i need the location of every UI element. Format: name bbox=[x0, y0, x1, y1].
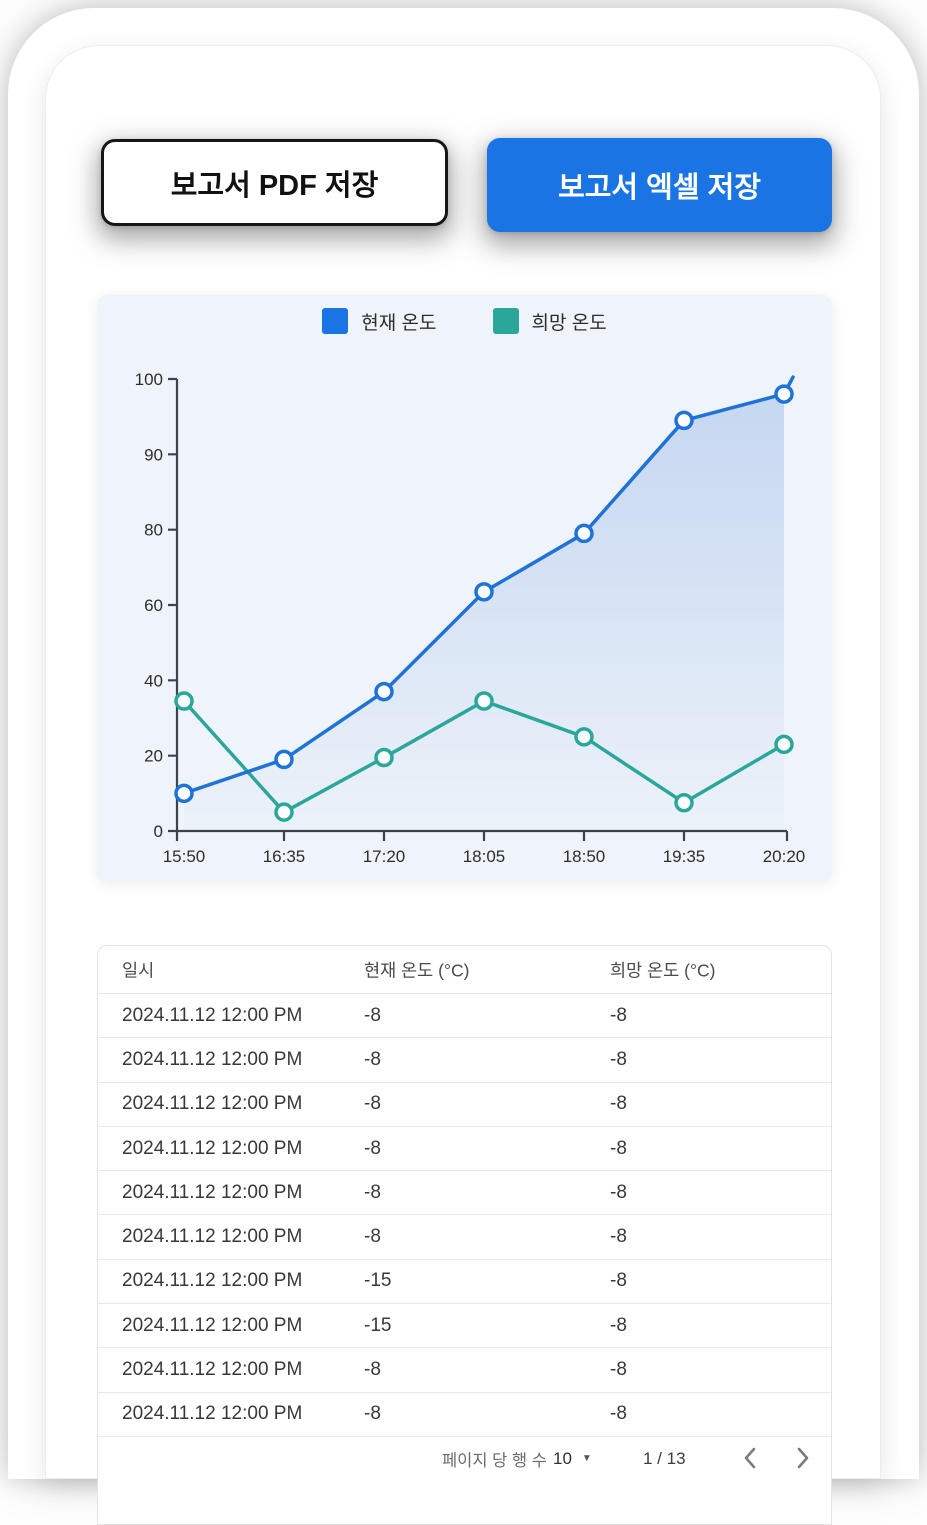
chevron-left-icon bbox=[744, 1447, 756, 1469]
temperature-chart-card: 현재 온도 희망 온도 0 20 40 60 80 90 100 15:50 16:35 17:2… bbox=[97, 295, 832, 882]
table-cell: -8 bbox=[364, 1137, 381, 1159]
table-row: 2024.11.12 12:00 PM -8 -8 bbox=[98, 1348, 831, 1393]
table-cell: 2024.11.12 12:00 PM bbox=[122, 1004, 303, 1026]
table-cell: 2024.11.12 12:00 PM bbox=[122, 1403, 303, 1425]
table-cell: 2024.11.12 12:00 PM bbox=[122, 1270, 303, 1292]
table-cell: -8 bbox=[610, 1048, 627, 1070]
device-frame: 보고서 PDF 저장 보고서 엑셀 저장 현재 온도 희망 온도 0 20 40 60… bbox=[8, 8, 919, 1525]
table-cell: -8 bbox=[364, 1093, 381, 1115]
table-cell: -8 bbox=[610, 1226, 627, 1248]
table-cell: -8 bbox=[610, 1181, 627, 1203]
export-buttons-row: 보고서 PDF 저장 보고서 엑셀 저장 bbox=[97, 138, 832, 234]
table-row: 2024.11.12 12:00 PM -8 -8 bbox=[98, 1127, 831, 1172]
pagination-bar: 페이지 당 행 수 10 ▼ 1 / 13 bbox=[98, 1436, 831, 1481]
table-cell: 2024.11.12 12:00 PM bbox=[122, 1314, 303, 1336]
table-row: 2024.11.12 12:00 PM -8 -8 bbox=[98, 1038, 831, 1083]
svg-text:40: 40 bbox=[144, 671, 163, 690]
svg-text:17:20: 17:20 bbox=[363, 847, 406, 866]
table-cell: -15 bbox=[364, 1270, 392, 1292]
table-row: 2024.11.12 12:00 PM -15 -8 bbox=[98, 1304, 831, 1349]
chevron-right-icon bbox=[797, 1447, 809, 1469]
table-cell: -8 bbox=[610, 1359, 627, 1381]
legend-label: 현재 온도 bbox=[361, 312, 437, 334]
table-cell: -8 bbox=[364, 1181, 381, 1203]
previous-page-button[interactable] bbox=[732, 1440, 768, 1476]
temperature-line-chart: 0 20 40 60 80 90 100 15:50 16:35 17:20 18:05 18:50 1… bbox=[135, 370, 806, 866]
svg-text:90: 90 bbox=[144, 445, 163, 464]
table-cell: 2024.11.12 12:00 PM bbox=[122, 1181, 303, 1203]
table-row: 2024.11.12 12:00 PM -8 -8 bbox=[98, 1393, 831, 1437]
save-pdf-button[interactable]: 보고서 PDF 저장 bbox=[101, 139, 448, 226]
table-cell: 2024.11.12 12:00 PM bbox=[122, 1137, 303, 1159]
table-row: 2024.11.12 12:00 PM -8 -8 bbox=[98, 1083, 831, 1127]
table-cell: -8 bbox=[364, 1403, 381, 1425]
table-cell: -8 bbox=[610, 1314, 627, 1336]
table-cell: 2024.11.12 12:00 PM bbox=[122, 1226, 303, 1248]
legend-item-desired-temp: 희망 온도 bbox=[492, 308, 607, 335]
svg-text:80: 80 bbox=[144, 521, 163, 540]
svg-text:16:35: 16:35 bbox=[263, 847, 306, 866]
table-row: 2024.11.12 12:00 PM -8 -8 bbox=[98, 1215, 831, 1260]
save-excel-button[interactable]: 보고서 엑셀 저장 bbox=[487, 138, 832, 232]
table-cell: 2024.11.12 12:00 PM bbox=[122, 1093, 303, 1115]
legend-label: 희망 온도 bbox=[531, 312, 607, 334]
page-indicator: 1 / 13 bbox=[643, 1448, 686, 1468]
app-screen: 보고서 PDF 저장 보고서 엑셀 저장 현재 온도 희망 온도 0 20 40 60… bbox=[45, 45, 881, 1525]
caret-down-icon: ▼ bbox=[581, 1452, 592, 1464]
svg-text:15:50: 15:50 bbox=[163, 847, 206, 866]
column-header-desired-temp: 희망 온도 (°C) bbox=[610, 960, 716, 980]
table-cell: -8 bbox=[610, 1137, 627, 1159]
current-temp-swatch-icon bbox=[322, 308, 349, 334]
svg-text:20:20: 20:20 bbox=[763, 847, 806, 866]
legend-item-current-temp: 현재 온도 bbox=[322, 308, 437, 335]
svg-text:60: 60 bbox=[144, 596, 163, 615]
table-cell: -8 bbox=[364, 1359, 381, 1381]
table-row: 2024.11.12 12:00 PM -15 -8 bbox=[98, 1260, 831, 1305]
svg-text:100: 100 bbox=[135, 370, 163, 389]
table-cell: -8 bbox=[610, 1004, 627, 1026]
table-row: 2024.11.12 12:00 PM -8 -8 bbox=[98, 994, 831, 1039]
page-size-value: 10 bbox=[553, 1448, 572, 1468]
svg-text:20: 20 bbox=[144, 747, 163, 766]
rows-per-page-label: 페이지 당 행 수 bbox=[442, 1451, 547, 1470]
svg-text:18:50: 18:50 bbox=[563, 847, 606, 866]
table-body: 2024.11.12 12:00 PM -8 -8 2024.11.12 12:00 … bbox=[98, 994, 831, 1437]
table-cell: -15 bbox=[364, 1314, 392, 1336]
table-cell: -8 bbox=[364, 1226, 381, 1248]
desired-temp-swatch-icon bbox=[492, 308, 519, 334]
table-cell: -8 bbox=[610, 1270, 627, 1292]
page-size-select[interactable]: 10 ▼ bbox=[553, 1436, 592, 1481]
chart-legend: 현재 온도 희망 온도 bbox=[97, 306, 832, 336]
table-row: 2024.11.12 12:00 PM -8 -8 bbox=[98, 1171, 831, 1216]
table-cell: -8 bbox=[364, 1048, 381, 1070]
table-cell: -8 bbox=[610, 1403, 627, 1425]
table-cell: 2024.11.12 12:00 PM bbox=[122, 1048, 303, 1070]
table-cell: -8 bbox=[364, 1004, 381, 1026]
svg-text:18:05: 18:05 bbox=[463, 847, 506, 866]
table-header-row: 일시 현재 온도 (°C) 희망 온도 (°C) bbox=[98, 946, 831, 994]
table-cell: -8 bbox=[610, 1093, 627, 1115]
next-page-button[interactable] bbox=[785, 1440, 821, 1476]
temperature-table: 일시 현재 온도 (°C) 희망 온도 (°C) 2024.11.12 12:0… bbox=[97, 945, 832, 1525]
column-header-current-temp: 현재 온도 (°C) bbox=[364, 960, 470, 980]
svg-text:0: 0 bbox=[154, 822, 163, 841]
svg-text:19:35: 19:35 bbox=[663, 847, 706, 866]
column-header-datetime: 일시 bbox=[122, 960, 155, 980]
table-cell: 2024.11.12 12:00 PM bbox=[122, 1359, 303, 1381]
